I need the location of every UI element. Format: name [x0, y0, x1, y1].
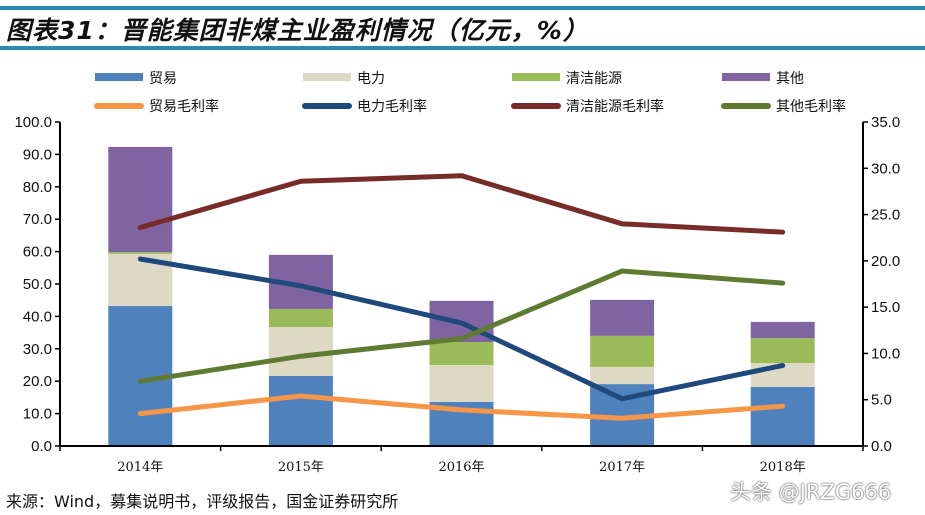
- legend-swatch-bar: [95, 73, 143, 81]
- bar-3-2018年: [750, 338, 815, 364]
- legend-swatch-bar: [722, 73, 770, 81]
- left-tick-label: 50.0: [23, 276, 52, 293]
- source-note: 来源：Wind，募集说明书，评级报告，国金证券研究所: [6, 492, 399, 511]
- line-series-2: [137, 256, 786, 402]
- left-tick-label: 30.0: [23, 341, 52, 358]
- title-rule: [0, 46, 925, 50]
- line-series-1: [137, 393, 786, 421]
- legend-label: 电力: [357, 71, 385, 87]
- left-tick-label: 90.0: [23, 146, 52, 163]
- x-tick-label: 2014年: [117, 460, 163, 475]
- legend-label: 贸易: [149, 71, 177, 87]
- legend-label: 贸易毛利率: [149, 98, 219, 115]
- left-tick-label: 70.0: [23, 211, 52, 228]
- legend-swatch-bar: [512, 73, 560, 81]
- legend-label: 清洁能源: [566, 71, 622, 87]
- right-tick-label: 15.0: [871, 299, 900, 316]
- left-tick-label: 0.0: [31, 438, 52, 455]
- left-tick-label: 20.0: [23, 373, 52, 390]
- bar-1-2018年: [750, 387, 815, 446]
- top-rule: [0, 6, 925, 10]
- left-tick-label: 80.0: [23, 179, 52, 196]
- line-series-3: [137, 173, 786, 235]
- x-tick-label: 2018年: [760, 460, 806, 475]
- left-tick-label: 10.0: [23, 406, 52, 423]
- watermark: 头条 @JRZG666: [730, 480, 892, 504]
- legend-label: 其他毛利率: [776, 98, 846, 115]
- legend-label: 电力毛利率: [357, 98, 427, 115]
- bar-3-2014年: [108, 252, 173, 254]
- legend-swatch-bar: [303, 73, 351, 81]
- right-tick-label: 35.0: [871, 114, 900, 131]
- x-tick-label: 2016年: [438, 460, 484, 475]
- left-tick-label: 40.0: [23, 308, 52, 325]
- bar-4-2017年: [590, 299, 655, 336]
- right-tick-label: 0.0: [871, 438, 892, 455]
- legend-label: 清洁能源毛利率: [566, 98, 664, 115]
- right-tick-label: 10.0: [871, 345, 900, 362]
- bar-3-2017年: [590, 335, 655, 367]
- right-tick-label: 30.0: [871, 160, 900, 177]
- left-tick-label: 60.0: [23, 244, 52, 261]
- bar-2-2017年: [590, 366, 655, 385]
- line-series-4: [137, 268, 786, 384]
- bar-4-2014年: [108, 146, 173, 253]
- bar-4-2018年: [750, 321, 815, 339]
- bar-1-2015年: [268, 376, 333, 446]
- x-tick-label: 2017年: [599, 460, 645, 475]
- left-tick-label: 100.0: [14, 114, 52, 131]
- bar-3-2016年: [429, 341, 494, 365]
- chart-title: 图表31：晋能集团非煤主业盈利情况（亿元，%）: [6, 16, 589, 45]
- right-tick-label: 20.0: [871, 253, 900, 270]
- right-tick-label: 25.0: [871, 207, 900, 224]
- x-tick-label: 2015年: [278, 460, 324, 475]
- right-tick-label: 5.0: [871, 392, 892, 409]
- bar-2-2016年: [429, 365, 494, 402]
- legend-label: 其他: [776, 71, 804, 87]
- bar-3-2015年: [268, 308, 333, 328]
